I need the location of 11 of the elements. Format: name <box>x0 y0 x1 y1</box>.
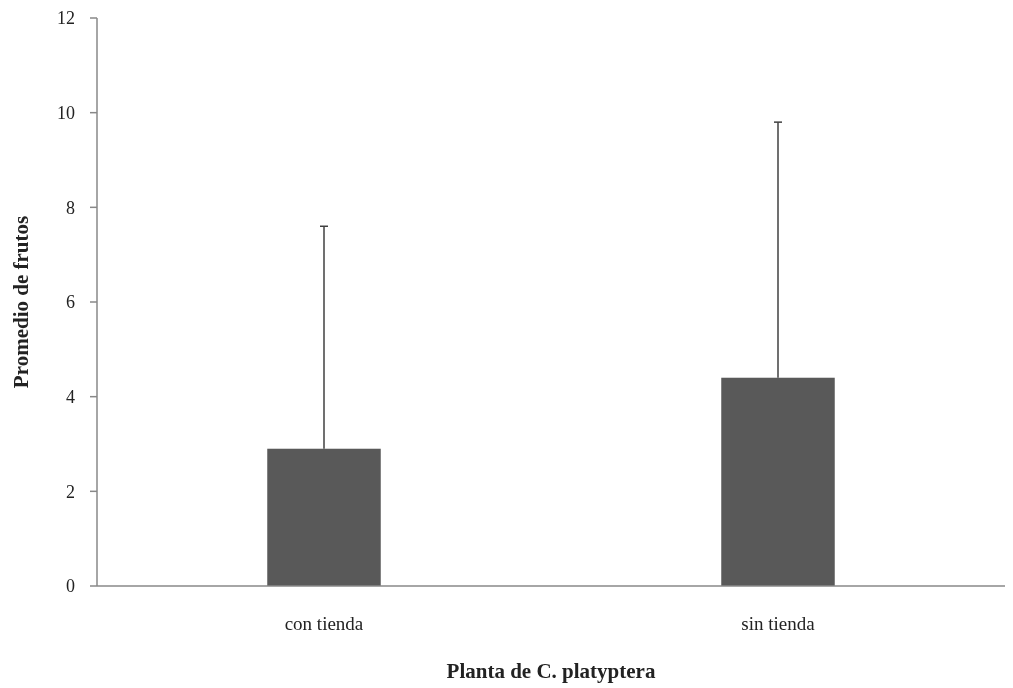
x-axis-title: Planta de C. platyptera <box>446 659 656 683</box>
y-tick-label: 2 <box>66 481 75 502</box>
y-axis-title: Promedio de frutos <box>9 215 33 389</box>
y-tick-label: 4 <box>66 386 75 407</box>
x-tick-label: sin tienda <box>741 613 816 634</box>
y-tick-label: 10 <box>57 102 75 123</box>
x-tick-label: con tienda <box>284 613 364 634</box>
y-tick-label: 6 <box>66 292 75 313</box>
y-tick-label: 0 <box>66 576 75 597</box>
y-tick-label: 12 <box>57 8 75 29</box>
y-tick-label: 8 <box>66 197 75 218</box>
